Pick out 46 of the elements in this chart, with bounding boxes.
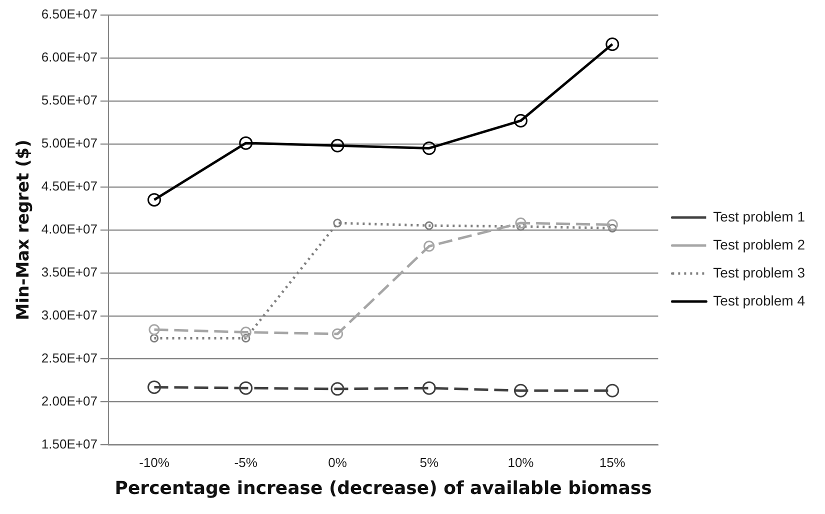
x-tick-label: 15% bbox=[599, 455, 626, 470]
x-tick-label: 0% bbox=[328, 455, 348, 470]
y-tick-label: 3.00E+07 bbox=[41, 307, 98, 322]
y-tick-label: 2.50E+07 bbox=[41, 350, 98, 366]
y-tick-label: 1.50E+07 bbox=[41, 436, 98, 452]
legend-label: Test problem 1 bbox=[713, 208, 806, 224]
point bbox=[147, 193, 161, 207]
legend-label: Test problem 2 bbox=[713, 236, 806, 252]
point bbox=[515, 217, 526, 229]
x-axis-title: Percentage increase (decrease) of available biomass bbox=[114, 478, 652, 499]
y-tick-label: 3.50E+07 bbox=[41, 264, 98, 280]
legend-label: Test problem 4 bbox=[713, 292, 806, 308]
x-tick-label: 5% bbox=[420, 455, 439, 470]
x-tick-label: -5% bbox=[234, 455, 258, 470]
y-tick-label: 4.50E+07 bbox=[41, 178, 98, 194]
y-tick-label: 5.50E+07 bbox=[41, 92, 98, 108]
y-tick-label: 4.00E+07 bbox=[41, 221, 98, 236]
point bbox=[330, 382, 344, 396]
point bbox=[150, 334, 159, 343]
point bbox=[424, 221, 434, 230]
point bbox=[422, 381, 436, 395]
legend-label: Test problem 3 bbox=[713, 264, 806, 280]
point bbox=[606, 37, 620, 51]
point bbox=[330, 138, 344, 152]
point bbox=[333, 218, 342, 228]
y-tick-label: 2.00E+07 bbox=[41, 393, 98, 408]
point bbox=[239, 136, 253, 150]
y-axis-title: Min-Max regret ($) bbox=[14, 140, 34, 320]
point bbox=[606, 384, 620, 398]
y-tick-label: 6.00E+07 bbox=[41, 50, 98, 65]
point bbox=[147, 380, 161, 394]
point bbox=[240, 326, 252, 338]
point bbox=[514, 114, 528, 128]
point bbox=[424, 240, 435, 252]
point bbox=[242, 334, 250, 343]
y-tick-label: 5.00E+07 bbox=[41, 136, 98, 151]
point bbox=[606, 219, 618, 230]
point bbox=[608, 224, 617, 233]
y-tick-label: 6.50E+07 bbox=[41, 6, 98, 22]
point bbox=[422, 141, 436, 155]
point bbox=[514, 384, 528, 398]
point bbox=[239, 381, 253, 395]
point bbox=[148, 324, 160, 336]
x-tick-label: 10% bbox=[508, 455, 534, 470]
x-tick-label: -10% bbox=[139, 455, 170, 470]
point bbox=[332, 328, 344, 340]
